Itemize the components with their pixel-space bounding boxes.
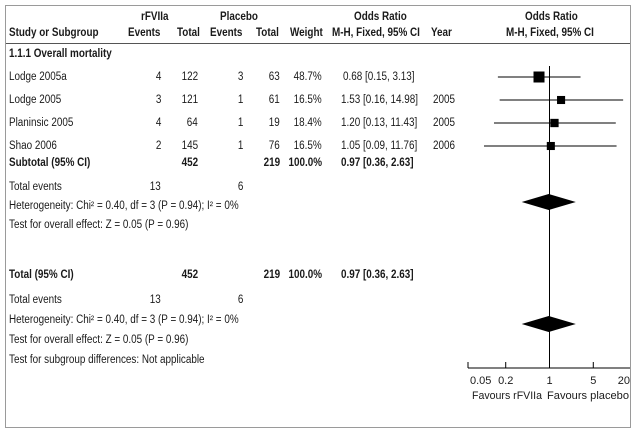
study-name: Shao 2006 xyxy=(9,140,57,152)
total-overall-effect: Test for overall effect: Z = 0.05 (P = 0… xyxy=(9,334,189,346)
study-name: Planinsic 2005 xyxy=(9,117,74,129)
year-column-header: Year xyxy=(431,27,452,39)
weight-value: 16.5% xyxy=(293,140,322,152)
favours-left-label: Favours rFVIIa xyxy=(472,390,543,402)
subtotal-ci: 0.97 [0.36, 2.63] xyxy=(341,157,414,169)
favours-right-label: Favours placebo xyxy=(547,390,629,402)
total2-value: 19 xyxy=(268,117,280,129)
total1-value: 64 xyxy=(186,117,198,129)
events2-value: 1 xyxy=(237,140,243,152)
ci-value: 1.53 [0.16, 14.98] xyxy=(341,94,418,106)
total-weight: 100.0% xyxy=(288,269,322,281)
x-tick-label: 5 xyxy=(590,375,596,387)
x-tick-label: 20 xyxy=(618,375,630,387)
total2-value: 63 xyxy=(268,71,280,83)
odds-ratio-plot-header: Odds Ratio xyxy=(525,11,578,23)
study-marker xyxy=(557,95,566,105)
ci-value: 0.68 [0.15, 3.13] xyxy=(343,71,415,83)
subtotal-label: Subtotal (95% CI) xyxy=(9,157,91,169)
forest-plot: 0.05 0.2 1 5 20 Favours rFVIIa Favours placebo xyxy=(467,66,630,402)
subgroup-differences: Test for subgroup differences: Not appli… xyxy=(9,354,205,366)
events1-value: 4 xyxy=(155,117,161,129)
group1-header: rFVIIa xyxy=(141,11,169,23)
subgroup-heterogeneity: Heterogeneity: Chi² = 0.40, df = 3 (P = … xyxy=(9,200,239,212)
total-total2: 219 xyxy=(263,269,280,281)
total1-value: 122 xyxy=(181,71,198,83)
x-tick-label: 0.05 xyxy=(470,375,491,387)
ci-value: 1.20 [0.13, 11.43] xyxy=(341,117,418,129)
events2-value: 1 xyxy=(237,117,243,129)
total-events-label: Total events xyxy=(9,181,62,193)
events1-value: 3 xyxy=(155,94,161,106)
total-events2: 6 xyxy=(237,294,243,306)
subgroup-overall-effect: Test for overall effect: Z = 0.05 (P = 0… xyxy=(9,219,189,231)
weight-value: 16.5% xyxy=(293,94,322,106)
total-ci: 0.97 [0.36, 2.63] xyxy=(341,269,414,281)
study-marker xyxy=(550,118,559,128)
year-value: 2005 xyxy=(433,94,456,106)
method-plot-header: M-H, Fixed, 95% CI xyxy=(506,27,594,39)
forest-plot-figure: rFVIIa Placebo Odds Ratio Odds Ratio Stu… xyxy=(5,5,631,428)
study-marker xyxy=(546,141,555,151)
subtotal-weight: 100.0% xyxy=(288,157,322,169)
year-value: 2006 xyxy=(433,140,456,152)
method-column-header: M-H, Fixed, 95% CI xyxy=(332,27,420,39)
study-column-header: Study or Subgroup xyxy=(9,27,99,39)
total2-value: 76 xyxy=(268,140,280,152)
x-tick-label: 1 xyxy=(546,375,552,387)
subtotal-total1: 452 xyxy=(181,157,198,169)
weight-value: 18.4% xyxy=(293,117,322,129)
odds-ratio-column-header: Odds Ratio xyxy=(354,11,407,23)
study-name: Lodge 2005 xyxy=(9,94,62,106)
total-events2: 6 xyxy=(237,181,243,193)
total2-value: 61 xyxy=(268,94,280,106)
study-name: Lodge 2005a xyxy=(9,71,67,83)
header-divider xyxy=(6,43,630,44)
weight-value: 48.7% xyxy=(293,71,322,83)
total1-column-header: Total xyxy=(177,27,200,39)
events2-value: 3 xyxy=(237,71,243,83)
study-marker xyxy=(533,71,545,83)
events1-column-header: Events xyxy=(128,27,161,39)
x-tick-label: 0.2 xyxy=(498,375,513,387)
total-heterogeneity: Heterogeneity: Chi² = 0.40, df = 3 (P = … xyxy=(9,314,239,326)
total-events-label: Total events xyxy=(9,294,62,306)
total-label: Total (95% CI) xyxy=(9,269,74,281)
total-total1: 452 xyxy=(181,269,198,281)
total-events1: 13 xyxy=(149,294,161,306)
events2-column-header: Events xyxy=(210,27,243,39)
subgroup-title: 1.1.1 Overall mortality xyxy=(9,48,112,60)
events2-value: 1 xyxy=(237,94,243,106)
total-events1: 13 xyxy=(149,181,161,193)
events1-value: 4 xyxy=(155,71,161,83)
group2-header: Placebo xyxy=(220,11,258,23)
ci-value: 1.05 [0.09, 11.76] xyxy=(341,140,418,152)
total-diamond xyxy=(521,316,576,332)
year-value: 2005 xyxy=(433,117,456,129)
events1-value: 2 xyxy=(155,140,161,152)
total1-value: 145 xyxy=(181,140,198,152)
subtotal-diamond xyxy=(521,194,576,210)
weight-column-header: Weight xyxy=(290,27,323,39)
subtotal-total2: 219 xyxy=(263,157,280,169)
total1-value: 121 xyxy=(181,94,198,106)
total2-column-header: Total xyxy=(256,27,279,39)
